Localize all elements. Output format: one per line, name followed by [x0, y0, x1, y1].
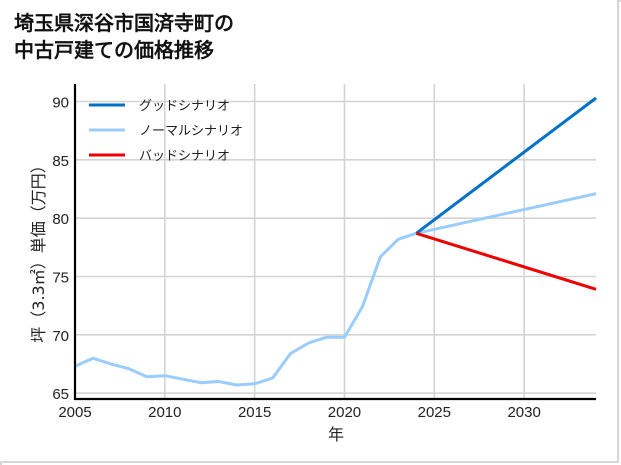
- series-lines: [74, 96, 597, 387]
- x-tick-label: 2005: [58, 404, 91, 421]
- chart-title-line-2: 中古戸建ての価格推移: [14, 38, 214, 62]
- series-line: [415, 96, 597, 235]
- y-tick-label: 90: [52, 95, 69, 112]
- legend-label: グッドシナリオ: [139, 99, 230, 114]
- series-line: [74, 192, 597, 387]
- x-tick-label: 2030: [507, 404, 540, 421]
- axes: [73, 84, 596, 401]
- chart-title-line-1: 埼玉県深谷市国済寺町の: [14, 11, 234, 35]
- y-tick-label: 65: [52, 386, 69, 403]
- chart-title: 埼玉県深谷市国済寺町の 中古戸建ての価格推移: [14, 10, 234, 64]
- x-tick-label: 2025: [418, 404, 451, 421]
- tick-labels: 2005 2010 2015 2020 2025 2030 65 70 75 80 85 90: [52, 95, 541, 422]
- x-tick-label: 2015: [238, 404, 271, 421]
- y-tick-label: 80: [52, 211, 69, 228]
- legend-label: バッドシナリオ: [139, 149, 230, 164]
- x-tick-label: 2010: [148, 404, 181, 421]
- legend-label: ノーマルシナリオ: [139, 124, 243, 139]
- y-tick-label: 70: [52, 328, 69, 345]
- x-tick-label: 2020: [328, 404, 361, 421]
- y-tick-label: 85: [52, 153, 69, 170]
- y-tick-label: 75: [52, 270, 69, 287]
- series-line: [415, 231, 597, 291]
- y-axis-label: 坪（3.3㎡）単価（万円）: [29, 157, 48, 342]
- x-axis-label: 年: [328, 425, 344, 444]
